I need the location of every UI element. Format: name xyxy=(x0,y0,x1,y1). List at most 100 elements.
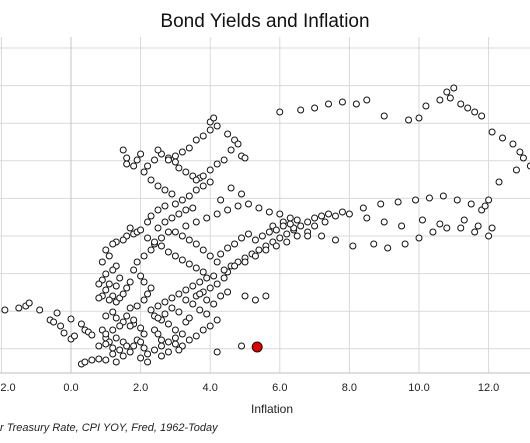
data-point xyxy=(415,234,423,242)
data-point xyxy=(147,212,155,220)
data-point xyxy=(161,298,169,306)
data-point xyxy=(192,136,200,144)
data-point xyxy=(185,144,193,152)
data-point xyxy=(112,282,120,290)
data-point xyxy=(384,244,392,252)
data-point xyxy=(220,274,228,282)
data-point xyxy=(217,250,225,258)
data-point xyxy=(102,330,110,338)
data-point xyxy=(192,240,200,248)
plot-background xyxy=(0,37,530,373)
data-point xyxy=(161,218,169,226)
data-point xyxy=(95,280,103,288)
data-point xyxy=(311,214,319,222)
data-point xyxy=(418,216,426,224)
data-point xyxy=(119,236,127,244)
data-point xyxy=(105,280,113,288)
data-point xyxy=(157,234,165,242)
data-point xyxy=(154,314,162,322)
data-point xyxy=(1,306,9,314)
data-point xyxy=(363,214,371,222)
data-point xyxy=(164,248,172,256)
data-point xyxy=(279,222,287,230)
data-point xyxy=(199,268,207,276)
data-point xyxy=(116,322,124,330)
data-point xyxy=(297,106,305,114)
data-point xyxy=(130,162,138,170)
data-point xyxy=(349,242,357,250)
data-point xyxy=(276,108,284,116)
data-point xyxy=(405,116,413,124)
data-point xyxy=(164,320,172,328)
data-point xyxy=(238,342,246,350)
data-point xyxy=(325,210,333,218)
data-point xyxy=(199,326,207,334)
data-point xyxy=(485,232,493,240)
data-point xyxy=(415,114,423,122)
data-point xyxy=(157,352,165,360)
data-point xyxy=(168,190,176,198)
data-point xyxy=(321,218,329,226)
data-point xyxy=(109,240,117,248)
data-point xyxy=(380,218,388,226)
data-point xyxy=(15,304,23,312)
data-point xyxy=(457,100,465,108)
data-point xyxy=(495,178,503,186)
data-point xyxy=(422,102,430,110)
x-tick-label: 8.0 xyxy=(342,382,357,394)
data-point xyxy=(126,278,134,286)
data-point xyxy=(231,240,239,248)
data-point xyxy=(359,204,367,212)
data-point xyxy=(164,228,172,236)
data-point xyxy=(102,312,110,320)
data-point xyxy=(199,172,207,180)
data-point xyxy=(53,309,61,317)
data-point xyxy=(109,266,117,274)
data-point xyxy=(112,334,120,342)
chart-title: Bond Yields and Inflation xyxy=(160,11,369,32)
data-point xyxy=(453,196,461,204)
data-point xyxy=(182,206,190,214)
data-point xyxy=(370,240,378,248)
data-point xyxy=(338,208,346,216)
data-point xyxy=(283,230,291,238)
data-point xyxy=(140,252,148,260)
data-point xyxy=(276,234,284,242)
data-point xyxy=(140,330,148,338)
data-point xyxy=(394,198,402,206)
data-point xyxy=(178,256,186,264)
data-point xyxy=(171,228,179,236)
data-point xyxy=(161,186,169,194)
data-point xyxy=(481,202,489,210)
data-point xyxy=(116,346,124,354)
data-point xyxy=(154,182,162,190)
data-point xyxy=(137,354,145,362)
data-point xyxy=(140,296,148,304)
data-point xyxy=(255,204,263,212)
x-tick-label: 4.0 xyxy=(203,382,218,394)
data-point xyxy=(130,316,138,324)
data-point xyxy=(168,214,176,222)
data-point xyxy=(178,232,186,240)
x-tick-label: 12.0 xyxy=(478,382,499,394)
data-point xyxy=(429,228,437,236)
data-point xyxy=(318,232,326,240)
data-point xyxy=(154,206,162,214)
data-point xyxy=(471,108,479,116)
data-point xyxy=(102,356,110,364)
data-point xyxy=(352,100,360,108)
x-tick-label: 2.0 xyxy=(0,382,15,394)
data-point xyxy=(147,284,155,292)
data-point xyxy=(60,329,68,337)
data-point xyxy=(213,348,221,356)
data-point xyxy=(258,232,266,240)
data-point xyxy=(412,196,420,204)
data-point xyxy=(238,234,246,242)
data-point xyxy=(231,262,239,270)
data-point xyxy=(436,220,444,228)
data-point xyxy=(213,258,221,266)
data-point xyxy=(164,348,172,356)
data-point xyxy=(457,224,465,232)
data-point xyxy=(144,162,152,170)
data-point xyxy=(147,246,155,254)
